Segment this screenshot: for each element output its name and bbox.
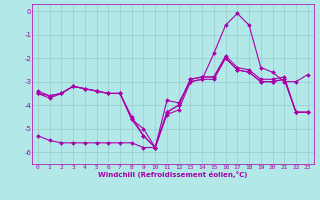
X-axis label: Windchill (Refroidissement éolien,°C): Windchill (Refroidissement éolien,°C) bbox=[98, 171, 247, 178]
